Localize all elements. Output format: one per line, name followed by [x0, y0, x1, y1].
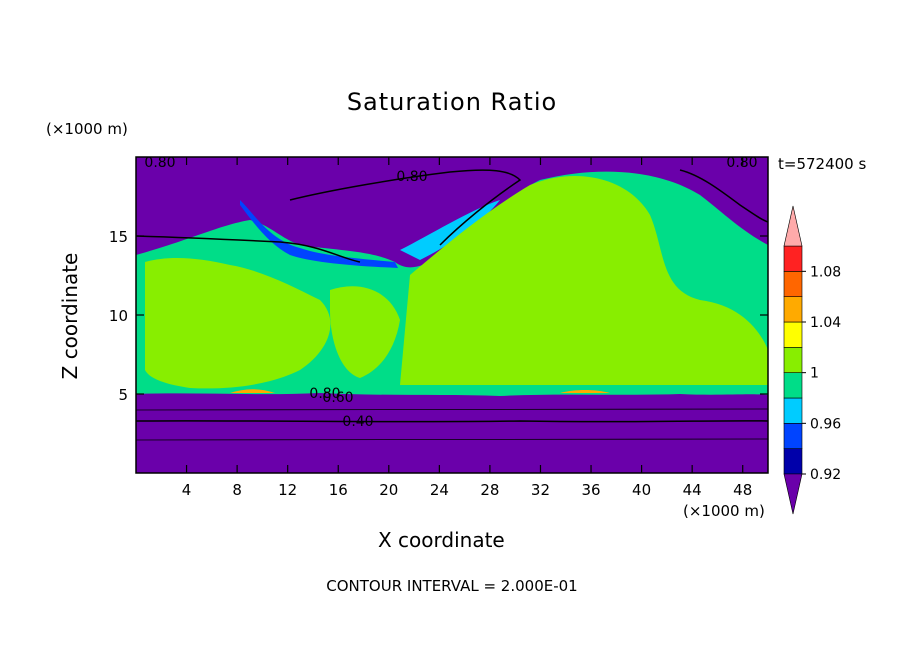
lower-dry-layer	[136, 393, 768, 473]
x-tick-label: 16	[329, 481, 348, 499]
time-label: t=572400 s	[778, 155, 867, 173]
y-tick-label: 15	[109, 228, 128, 246]
colorbar-tick-label: 1.04	[810, 315, 841, 331]
x-tick-label: 12	[278, 481, 297, 499]
x-tick-label: 40	[632, 481, 651, 499]
supersaturated-patches	[230, 389, 275, 393]
colorbar-swatch	[783, 397, 803, 424]
contour-label: 0.80	[144, 155, 175, 171]
colorbar-tick-label: 1.08	[810, 264, 841, 280]
x-tick-label: 36	[581, 481, 600, 499]
contour-label: 0.80	[726, 155, 757, 171]
upper-dry-layer	[400, 200, 500, 260]
colorbar-upper-arrow	[783, 205, 803, 247]
y-tick-label: 5	[118, 386, 128, 404]
x-tick-label: 24	[430, 481, 449, 499]
contour-label: 0.60	[322, 390, 353, 406]
y-tick-label: 10	[109, 307, 128, 325]
colorbar: 1.08 1.04 1 0.96 0.92	[783, 205, 841, 515]
colorbar-tick-label: 0.96	[810, 416, 841, 432]
x-tick-label: 48	[733, 481, 752, 499]
supersaturated-patches	[330, 286, 400, 378]
x-tick-label: 20	[379, 481, 398, 499]
colorbar-swatch	[783, 423, 803, 449]
contour-labels: 0.800.800.800.800.600.40	[144, 155, 757, 430]
colorbar-swatch	[783, 321, 803, 348]
upper-dry-layer	[240, 200, 398, 268]
contour-label: 0.80	[396, 169, 427, 185]
contour-label: 0.80	[309, 386, 340, 402]
x-tick-label: 28	[480, 481, 499, 499]
contour-lines	[136, 169, 768, 441]
colorbar-swatch	[783, 448, 803, 475]
upper-dry-layer	[136, 157, 768, 268]
colorbar-swatch	[783, 372, 803, 399]
contour-label: 0.40	[342, 414, 373, 430]
colorbar-swatch	[783, 271, 803, 297]
x-tick-label: 44	[683, 481, 702, 499]
x-axis-label: X coordinate	[378, 528, 505, 552]
colorbar-swatch	[783, 245, 803, 272]
colorbar-tick-label: 0.92	[810, 467, 841, 483]
supersaturated-patches	[400, 176, 768, 385]
x-tick-label: 32	[531, 481, 550, 499]
chart-title: Saturation Ratio	[346, 88, 558, 116]
y-axis-unit: (×1000 m)	[46, 120, 128, 138]
x-tick-label: 4	[182, 481, 192, 499]
contour-interval-footer: CONTOUR INTERVAL = 2.000E-01	[326, 577, 578, 595]
supersaturated-patches	[145, 258, 331, 389]
colorbar-swatch	[783, 347, 803, 373]
field-regions	[136, 157, 768, 473]
colorbar-tick-label: 1	[810, 366, 819, 382]
x-tick-label: 8	[232, 481, 242, 499]
x-axis-unit: (×1000 m)	[683, 502, 765, 520]
colorbar-lower-arrow	[783, 473, 803, 515]
supersaturated-patches	[560, 390, 610, 393]
colorbar-swatch	[783, 296, 803, 323]
